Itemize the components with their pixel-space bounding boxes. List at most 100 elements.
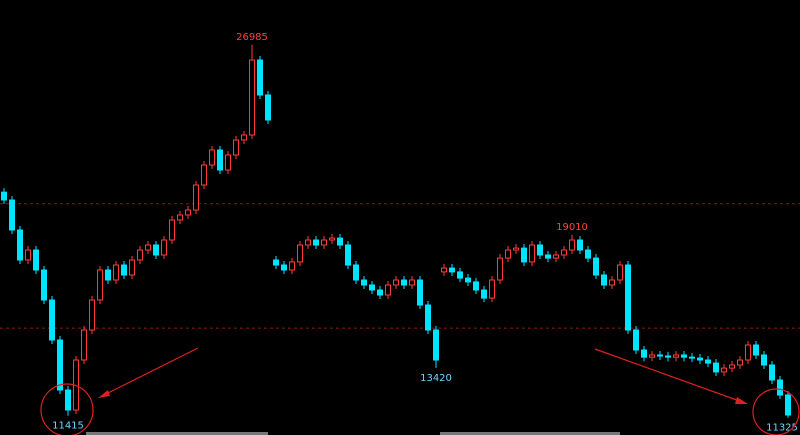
candle-body (89, 299, 95, 331)
candle-body (337, 237, 343, 246)
candle-body (321, 239, 327, 246)
candle-body (553, 254, 559, 259)
price-label: 26985 (236, 32, 268, 43)
candle-body (177, 214, 183, 221)
candle-body (313, 239, 319, 246)
candle-body (249, 59, 255, 136)
candle-body (265, 94, 271, 121)
candle-body (161, 239, 167, 256)
candle-body (393, 279, 399, 286)
candle-body (769, 364, 775, 381)
candle-body (433, 329, 439, 361)
candle-body (569, 239, 575, 251)
scrollbar (86, 432, 268, 435)
candle-body (281, 264, 287, 271)
candle-body (105, 269, 111, 281)
candle-body (753, 344, 759, 356)
arrow-head (735, 397, 748, 404)
price-label: 11325 (766, 423, 798, 434)
candle-body (641, 349, 647, 358)
candle-body (209, 149, 215, 166)
candle-body (145, 244, 151, 251)
candle-body (729, 364, 735, 369)
candle-body (657, 354, 663, 357)
candle-body (649, 354, 655, 358)
candle-body (241, 134, 247, 141)
candle-body (545, 254, 551, 259)
candle-body (689, 356, 695, 359)
candle-body (217, 149, 223, 171)
candle-body (457, 271, 463, 279)
candle-body (633, 329, 639, 351)
candle-body (361, 279, 367, 286)
candle-body (417, 279, 423, 306)
candle-body (233, 139, 239, 156)
candle-body (465, 277, 471, 283)
candle-body (585, 249, 591, 259)
candle-body (137, 249, 143, 261)
scrollbar (440, 432, 620, 435)
candle-body (377, 289, 383, 296)
candle-body (129, 259, 135, 276)
price-label: 19010 (556, 222, 588, 233)
candle-body (201, 164, 207, 186)
candle-body (369, 284, 375, 291)
candle-body (153, 244, 159, 256)
candle-body (577, 239, 583, 251)
candle-body (665, 355, 671, 358)
candle-body (745, 344, 751, 361)
price-label: 13420 (420, 373, 452, 384)
candle-body (305, 239, 311, 246)
highlight-circle (752, 388, 800, 435)
candle-body (785, 394, 791, 416)
candle-body (81, 329, 87, 361)
highlight-circle (40, 383, 94, 435)
candle-body (41, 269, 47, 301)
candle-body (705, 359, 711, 364)
candle-body (721, 367, 727, 373)
candle-body (257, 59, 263, 96)
candle-body (777, 379, 783, 396)
candle-body (481, 289, 487, 299)
candle-body (353, 264, 359, 281)
candle-body (225, 154, 231, 171)
candle-body (185, 209, 191, 216)
candle-body (697, 357, 703, 361)
candle-body (489, 279, 495, 299)
candle-body (425, 304, 431, 331)
candle-body (673, 354, 679, 358)
arrow (594, 348, 746, 404)
candle-body (625, 264, 631, 331)
candle-body (505, 249, 511, 259)
candle-body (561, 249, 567, 256)
arrow (99, 347, 199, 398)
candle-body (9, 199, 15, 231)
candle-body (497, 257, 503, 281)
candle-body (169, 219, 175, 241)
candle-body (289, 261, 295, 271)
candle-body (121, 264, 127, 276)
candle-body (193, 184, 199, 211)
candle-body (409, 279, 415, 286)
candle-body (385, 284, 391, 296)
candle-body (1, 191, 7, 201)
candle-body (681, 354, 687, 358)
candle-body (593, 257, 599, 276)
candle-body (737, 359, 743, 366)
candle-body (113, 264, 119, 281)
candle-body (57, 339, 63, 391)
candle-body (345, 244, 351, 266)
candle-body (537, 244, 543, 256)
candle-body (601, 274, 607, 286)
candle-body (273, 259, 279, 266)
candle-body (401, 279, 407, 286)
candle-body (65, 389, 71, 411)
candle-body (49, 299, 55, 341)
candle-body (609, 279, 615, 286)
candle-body (761, 354, 767, 366)
price-label: 11415 (52, 421, 84, 432)
candle-body (297, 244, 303, 263)
